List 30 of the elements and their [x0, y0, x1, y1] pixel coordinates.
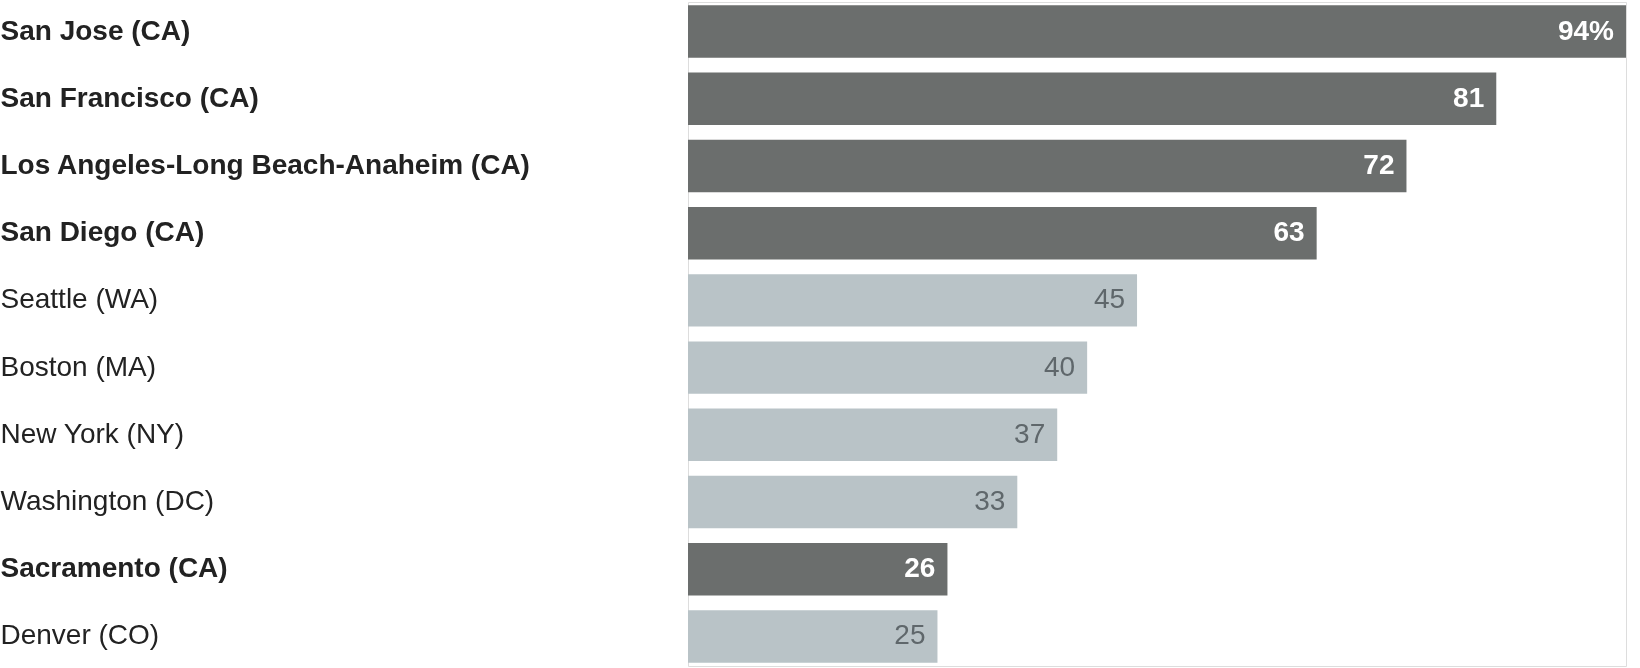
data-label: 25 [894, 619, 926, 651]
data-label: 81 [1453, 81, 1485, 113]
bar [688, 408, 1058, 462]
y-tick-label: New York (NY) [0, 417, 185, 449]
y-tick-label: San Francisco (CA) [0, 81, 259, 113]
bar [688, 72, 1497, 125]
y-tick-label: Boston (MA) [0, 350, 157, 382]
y-tick-label: San Jose (CA) [0, 14, 191, 46]
data-label: 26 [904, 552, 936, 584]
y-tick-label: Los Angeles-Long Beach-Anaheim (CA) [0, 148, 530, 180]
y-tick-label: Washington (DC) [0, 485, 215, 517]
bar [688, 610, 938, 663]
bar [688, 5, 1626, 58]
bar [688, 139, 1407, 193]
data-label: 37 [1014, 417, 1046, 449]
y-tick-label: San Diego (CA) [0, 216, 205, 248]
data-label: 33 [974, 485, 1006, 517]
bar [688, 206, 1317, 260]
data-label: 40 [1043, 350, 1076, 382]
bar [688, 274, 1138, 327]
data-label: 45 [1093, 283, 1126, 315]
data-label: 63 [1273, 216, 1305, 248]
bar [688, 543, 948, 596]
y-tick-label: Seattle (WA) [0, 283, 159, 315]
bar [688, 341, 1088, 394]
data-label: 94% [1557, 14, 1615, 46]
y-tick-label: Denver (CO) [0, 619, 160, 651]
y-tick-label: Sacramento (CA) [0, 552, 228, 584]
data-label: 72 [1363, 148, 1395, 180]
bar [688, 475, 1018, 529]
